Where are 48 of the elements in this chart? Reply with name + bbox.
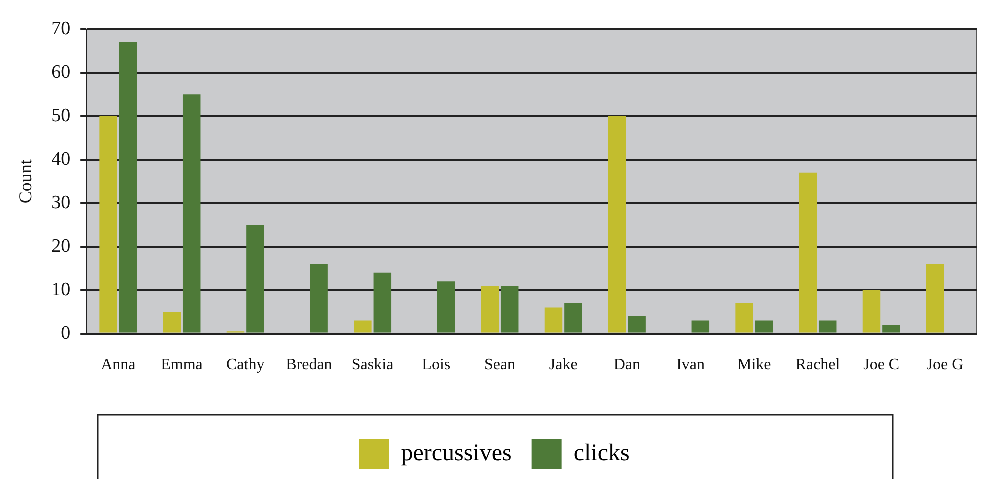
bar (736, 303, 754, 333)
x-tick-label: Joe C (864, 356, 900, 374)
bar (374, 272, 392, 333)
bar (163, 312, 182, 333)
y-tick-label: 0 (61, 322, 71, 344)
bar (818, 320, 837, 333)
x-tick-label: Anna (101, 356, 136, 374)
x-tick-label: Cathy (226, 356, 265, 374)
x-tick-label: Jake (549, 356, 578, 374)
x-tick-label: Sean (484, 356, 516, 374)
y-tick-label: 60 (52, 62, 71, 83)
bar (182, 94, 201, 333)
bar (882, 325, 900, 333)
bar (628, 316, 646, 333)
bar (544, 308, 563, 333)
x-tick-label: Ivan (676, 356, 706, 374)
bar (692, 320, 710, 333)
bar (799, 172, 818, 333)
bar (100, 116, 118, 333)
y-tick-label: 10 (52, 279, 71, 300)
bar (246, 225, 264, 333)
x-tick-label: Emma (161, 356, 203, 374)
legend-label: percussives (401, 440, 512, 466)
bar (755, 320, 774, 333)
x-tick-label: Lois (422, 356, 451, 374)
bar (564, 303, 582, 333)
y-tick-label: 70 (52, 18, 71, 40)
x-tick-label: Bredan (286, 356, 332, 374)
bar (500, 286, 519, 333)
bar (608, 116, 626, 333)
bar (437, 282, 456, 333)
y-tick-label: 20 (52, 236, 71, 257)
bar (862, 290, 881, 333)
bar (926, 264, 944, 333)
x-tick-label: Rachel (796, 356, 841, 374)
legend-label: clicks (574, 440, 630, 466)
bar (119, 42, 138, 333)
x-tick-label: Mike (738, 356, 772, 374)
y-tick-label: 30 (52, 192, 71, 214)
bar (310, 264, 328, 333)
x-tick-label: Saskia (352, 356, 394, 374)
y-tick-label: 50 (52, 105, 71, 126)
bar (354, 320, 372, 333)
x-tick-label: Dan (614, 356, 641, 374)
y-axis-title: Count (16, 160, 36, 204)
x-tick-label: Joe G (926, 356, 964, 374)
y-tick-label: 40 (52, 148, 71, 170)
bar (481, 286, 500, 333)
